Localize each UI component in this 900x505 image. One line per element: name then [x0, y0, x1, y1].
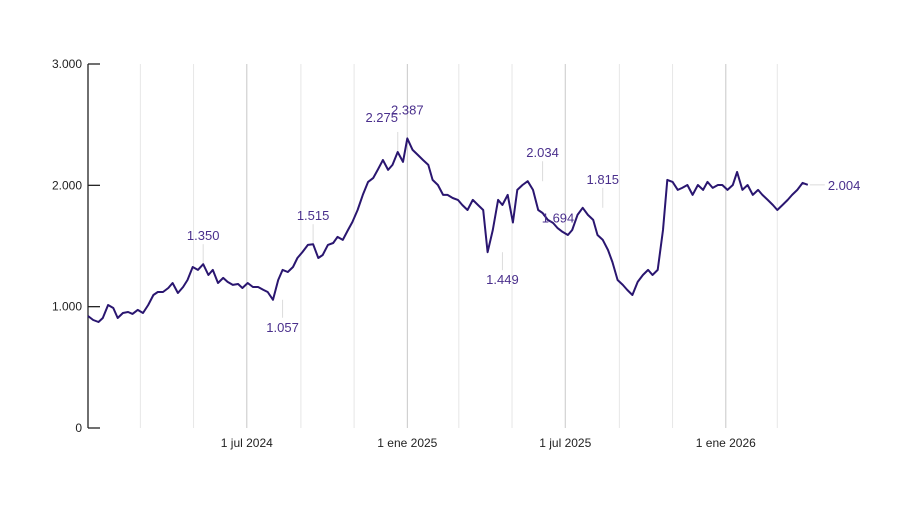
y-tick-label: 0	[75, 421, 82, 435]
y-tick-label: 1.000	[52, 300, 82, 314]
annotations: 1.350 1.057 1.515 2.275 2.387 1.449 1.69…	[187, 102, 860, 334]
annotation-label: 1.515	[297, 208, 330, 223]
x-tick-label: 1 ene 2026	[696, 436, 756, 450]
annotation-leaders	[202, 118, 825, 318]
annotation-label: 2.004	[828, 178, 861, 193]
annotation-label: 2.034	[526, 145, 559, 160]
annotation-label: 2.387	[391, 102, 424, 117]
gridlines	[139, 64, 778, 428]
x-tick-label: 1 jul 2024	[221, 436, 273, 450]
annotation-label: 1.815	[587, 172, 620, 187]
x-axis-ticks: 1 jul 2024 1 ene 2025 1 jul 2025 1 ene 2…	[221, 436, 756, 450]
annotation-label: 1.694	[542, 210, 575, 225]
x-tick-label: 1 ene 2025	[377, 436, 437, 450]
annotation-label: 1.350	[187, 228, 220, 243]
x-tick-label: 1 jul 2025	[539, 436, 591, 450]
series-line	[87, 137, 809, 323]
y-tick-label: 3.000	[52, 57, 82, 71]
annotation-label: 1.449	[486, 272, 519, 287]
annotation-label: 1.057	[266, 320, 299, 335]
annotation-label: 2.275	[365, 110, 398, 125]
axes	[87, 63, 100, 429]
y-tick-label: 2.000	[52, 178, 82, 192]
y-axis-ticks: 0 1.000 2.000 3.000	[52, 57, 82, 435]
